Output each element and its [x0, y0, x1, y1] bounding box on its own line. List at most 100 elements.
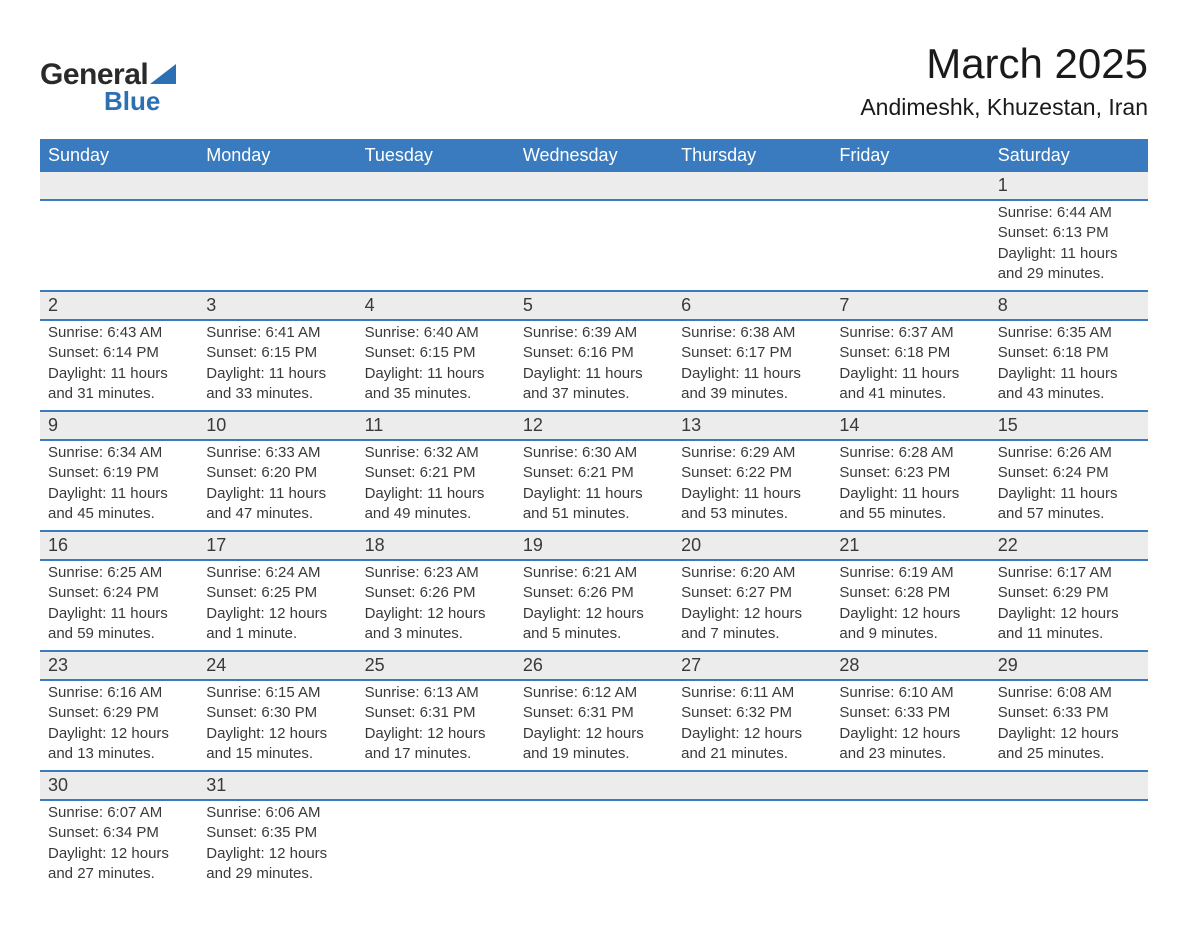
day-data-cell: Sunrise: 6:24 AMSunset: 6:25 PMDaylight:…: [198, 560, 356, 651]
day-number-cell: [831, 771, 989, 800]
day-number-cell: [515, 771, 673, 800]
day-data-cell: Sunrise: 6:21 AMSunset: 6:26 PMDaylight:…: [515, 560, 673, 651]
day-number-cell: 14: [831, 411, 989, 440]
day-data-cell: Sunrise: 6:12 AMSunset: 6:31 PMDaylight:…: [515, 680, 673, 771]
title-block: March 2025 Andimeshk, Khuzestan, Iran: [860, 40, 1148, 121]
day-number-cell: [990, 771, 1148, 800]
day-data-cell: Sunrise: 6:43 AMSunset: 6:14 PMDaylight:…: [40, 320, 198, 411]
weekday-header: Monday: [198, 139, 356, 172]
day-number-cell: 26: [515, 651, 673, 680]
day-number-cell: 7: [831, 291, 989, 320]
day-data-cell: Sunrise: 6:32 AMSunset: 6:21 PMDaylight:…: [357, 440, 515, 531]
day-data-cell: Sunrise: 6:44 AMSunset: 6:13 PMDaylight:…: [990, 200, 1148, 291]
day-data-cell: Sunrise: 6:10 AMSunset: 6:33 PMDaylight:…: [831, 680, 989, 771]
day-number-cell: 24: [198, 651, 356, 680]
day-data-cell: [515, 800, 673, 890]
day-data-cell: Sunrise: 6:20 AMSunset: 6:27 PMDaylight:…: [673, 560, 831, 651]
weekday-header: Thursday: [673, 139, 831, 172]
day-number-cell: 31: [198, 771, 356, 800]
day-number-cell: 9: [40, 411, 198, 440]
day-number-cell: [673, 771, 831, 800]
day-data-cell: Sunrise: 6:16 AMSunset: 6:29 PMDaylight:…: [40, 680, 198, 771]
day-data-cell: Sunrise: 6:08 AMSunset: 6:33 PMDaylight:…: [990, 680, 1148, 771]
day-number-row: 16171819202122: [40, 531, 1148, 560]
day-number-row: 2345678: [40, 291, 1148, 320]
day-data-cell: Sunrise: 6:28 AMSunset: 6:23 PMDaylight:…: [831, 440, 989, 531]
day-number-cell: 27: [673, 651, 831, 680]
day-number-row: 23242526272829: [40, 651, 1148, 680]
day-data-cell: Sunrise: 6:38 AMSunset: 6:17 PMDaylight:…: [673, 320, 831, 411]
weekday-header: Saturday: [990, 139, 1148, 172]
day-number-row: 9101112131415: [40, 411, 1148, 440]
day-number-cell: 22: [990, 531, 1148, 560]
day-data-cell: Sunrise: 6:19 AMSunset: 6:28 PMDaylight:…: [831, 560, 989, 651]
day-number-cell: 23: [40, 651, 198, 680]
day-number-cell: 4: [357, 291, 515, 320]
day-data-cell: [357, 200, 515, 291]
day-data-cell: [673, 200, 831, 291]
day-number-cell: [831, 172, 989, 200]
day-number-cell: 21: [831, 531, 989, 560]
day-number-cell: [40, 172, 198, 200]
day-data-cell: Sunrise: 6:35 AMSunset: 6:18 PMDaylight:…: [990, 320, 1148, 411]
day-number-cell: 20: [673, 531, 831, 560]
day-data-cell: Sunrise: 6:23 AMSunset: 6:26 PMDaylight:…: [357, 560, 515, 651]
day-data-cell: Sunrise: 6:39 AMSunset: 6:16 PMDaylight:…: [515, 320, 673, 411]
day-number-cell: 25: [357, 651, 515, 680]
day-number-cell: 12: [515, 411, 673, 440]
day-data-cell: [831, 200, 989, 291]
day-number-cell: 2: [40, 291, 198, 320]
day-number-cell: 6: [673, 291, 831, 320]
brand-word2: Blue: [104, 86, 160, 117]
weekday-header: Sunday: [40, 139, 198, 172]
day-number-cell: 16: [40, 531, 198, 560]
day-number-cell: 29: [990, 651, 1148, 680]
calendar-header-row: SundayMondayTuesdayWednesdayThursdayFrid…: [40, 139, 1148, 172]
day-data-row: Sunrise: 6:44 AMSunset: 6:13 PMDaylight:…: [40, 200, 1148, 291]
day-data-cell: Sunrise: 6:26 AMSunset: 6:24 PMDaylight:…: [990, 440, 1148, 531]
calendar-table: SundayMondayTuesdayWednesdayThursdayFrid…: [40, 139, 1148, 890]
day-number-cell: 3: [198, 291, 356, 320]
day-number-cell: 19: [515, 531, 673, 560]
day-number-cell: 5: [515, 291, 673, 320]
day-data-row: Sunrise: 6:34 AMSunset: 6:19 PMDaylight:…: [40, 440, 1148, 531]
day-number-row: 1: [40, 172, 1148, 200]
day-data-cell: Sunrise: 6:17 AMSunset: 6:29 PMDaylight:…: [990, 560, 1148, 651]
day-data-row: Sunrise: 6:16 AMSunset: 6:29 PMDaylight:…: [40, 680, 1148, 771]
day-number-cell: 15: [990, 411, 1148, 440]
day-data-cell: Sunrise: 6:33 AMSunset: 6:20 PMDaylight:…: [198, 440, 356, 531]
day-number-cell: 28: [831, 651, 989, 680]
day-number-cell: [357, 771, 515, 800]
day-data-cell: [990, 800, 1148, 890]
day-data-cell: Sunrise: 6:37 AMSunset: 6:18 PMDaylight:…: [831, 320, 989, 411]
location-label: Andimeshk, Khuzestan, Iran: [860, 94, 1148, 121]
day-number-cell: 10: [198, 411, 356, 440]
day-number-cell: 18: [357, 531, 515, 560]
day-data-cell: Sunrise: 6:13 AMSunset: 6:31 PMDaylight:…: [357, 680, 515, 771]
day-number-cell: [357, 172, 515, 200]
day-data-cell: Sunrise: 6:41 AMSunset: 6:15 PMDaylight:…: [198, 320, 356, 411]
brand-logo: General Blue: [40, 40, 176, 117]
brand-triangle-icon: [150, 64, 176, 84]
month-title: March 2025: [860, 40, 1148, 88]
day-data-cell: [673, 800, 831, 890]
day-data-row: Sunrise: 6:25 AMSunset: 6:24 PMDaylight:…: [40, 560, 1148, 651]
day-number-cell: 8: [990, 291, 1148, 320]
weekday-header: Wednesday: [515, 139, 673, 172]
day-data-cell: Sunrise: 6:29 AMSunset: 6:22 PMDaylight:…: [673, 440, 831, 531]
day-number-cell: 30: [40, 771, 198, 800]
day-number-cell: [673, 172, 831, 200]
day-data-cell: [831, 800, 989, 890]
day-data-row: Sunrise: 6:43 AMSunset: 6:14 PMDaylight:…: [40, 320, 1148, 411]
weekday-header: Tuesday: [357, 139, 515, 172]
day-data-cell: Sunrise: 6:30 AMSunset: 6:21 PMDaylight:…: [515, 440, 673, 531]
header: General Blue March 2025 Andimeshk, Khuze…: [40, 40, 1148, 121]
day-number-row: 3031: [40, 771, 1148, 800]
day-data-cell: Sunrise: 6:15 AMSunset: 6:30 PMDaylight:…: [198, 680, 356, 771]
day-number-cell: 17: [198, 531, 356, 560]
day-number-cell: 13: [673, 411, 831, 440]
day-number-cell: [198, 172, 356, 200]
day-data-cell: [198, 200, 356, 291]
day-data-cell: [357, 800, 515, 890]
day-data-cell: [515, 200, 673, 291]
